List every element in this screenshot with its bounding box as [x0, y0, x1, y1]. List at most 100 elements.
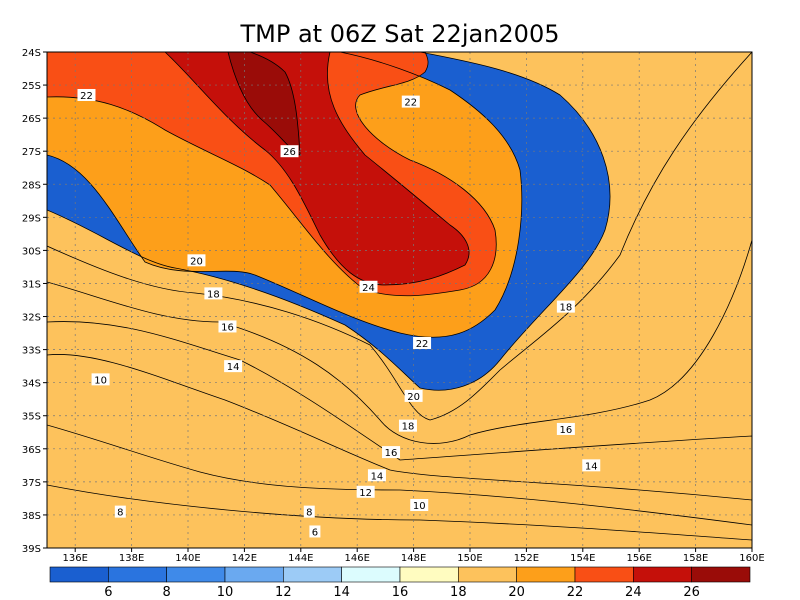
colorbar: 6 8 10 12 14 16 18 20 22 24 26: [49, 566, 751, 600]
colorbar-tick-label: 14: [333, 585, 350, 600]
colorbar-tick-label: 16: [392, 585, 409, 600]
band-18-20: [47, 52, 752, 548]
contour-label-bg: [404, 389, 423, 402]
contour-label-bg: [359, 280, 378, 293]
x-tick-label: 160E: [739, 553, 764, 564]
contour-label: 26: [283, 147, 296, 158]
colorbar-swatch: [574, 566, 634, 583]
colorbar-swatch: [399, 566, 459, 583]
y-tick-label: 26S: [22, 114, 41, 125]
x-tick-label: 146E: [344, 553, 369, 564]
contour-label-bg: [218, 320, 237, 333]
x-tick-label: 148E: [401, 553, 426, 564]
lat-lon-grid: [47, 52, 752, 548]
contour-label-bg: [582, 459, 601, 472]
contour-label-bg: [401, 95, 420, 108]
x-tick-label: 144E: [288, 553, 313, 564]
contour-label: 22: [404, 98, 417, 109]
chart-title: TMP at 06Z Sat 22jan2005: [239, 20, 559, 48]
contour-label: 10: [94, 375, 107, 386]
plot-frame: [46, 51, 753, 549]
y-tick-label: 38S: [22, 511, 41, 522]
contour-line: [47, 484, 752, 548]
contour-labels: 22 22 26 20 18 24 16 18 22 14 10 20 18 16 16 14 14 12 10 8 8…: [77, 88, 601, 538]
contour-label-bg: [303, 505, 315, 518]
x-tick-label: 140E: [175, 553, 200, 564]
colorbar-tick-label: 8: [163, 585, 171, 600]
band-24-26: [165, 52, 470, 285]
contour-label: 16: [560, 425, 573, 436]
y-tick-label: 24S: [22, 48, 41, 59]
colorbar-swatch: [224, 566, 284, 583]
contour-label: 18: [402, 422, 415, 433]
contour-label-bg: [187, 254, 206, 267]
x-tick-label: 150E: [457, 553, 482, 564]
contour-label: 14: [227, 362, 240, 373]
contour-label-bg: [309, 525, 321, 538]
contour-label-bg: [91, 373, 110, 386]
temperature-field: [47, 52, 752, 548]
y-tick-label: 33S: [22, 346, 41, 357]
contour-label-bg: [204, 287, 223, 300]
contour-line: [164, 52, 470, 286]
colorbar-swatch: [283, 566, 342, 583]
contour-line: [47, 354, 752, 548]
y-tick-label: 27S: [22, 147, 41, 158]
colorbar-tick-label: 24: [625, 585, 642, 600]
contour-label: 14: [585, 461, 598, 472]
contour-label-bg: [556, 300, 575, 313]
contour-label: 10: [413, 501, 426, 512]
y-tick-label: 36S: [22, 445, 41, 456]
x-tick-label: 136E: [62, 553, 87, 564]
band-above-26: [228, 52, 300, 155]
contour-label: 16: [221, 322, 234, 333]
colorbar-tick-label: 20: [508, 585, 525, 600]
contour-label-bg: [413, 336, 432, 349]
contour-label-bg: [410, 499, 429, 512]
contour-label-bg: [77, 88, 96, 101]
x-tick-label: 156E: [626, 553, 651, 564]
colorbar-tick-label: 10: [217, 585, 234, 600]
contour-label-bg: [556, 422, 575, 435]
contour-line: [47, 52, 523, 338]
x-tick-label: 158E: [683, 553, 708, 564]
x-axis-ticks: 136E 138E 140E 142E 144E 146E 148E 150E 152E 154E…: [62, 548, 765, 564]
y-tick-label: 25S: [22, 81, 41, 92]
contour-label: 20: [190, 256, 203, 267]
y-tick-label: 29S: [22, 213, 41, 224]
colorbar-swatch: [49, 566, 109, 583]
contour-label-bg: [367, 469, 386, 482]
colorbar-tick-label: 26: [683, 585, 700, 600]
colorbar-swatch: [108, 566, 167, 583]
y-tick-label: 37S: [22, 478, 41, 489]
colorbar-swatch: [341, 566, 401, 583]
contour-line: [47, 321, 752, 548]
contour-label: 6: [312, 527, 318, 538]
contour-label: 12: [359, 488, 372, 499]
contour-label: 24: [362, 283, 375, 294]
x-tick-label: 154E: [570, 553, 595, 564]
contour-label: 14: [371, 471, 384, 482]
contour-label: 22: [416, 339, 429, 350]
contour-label-bg: [398, 419, 417, 432]
contour-line: [47, 52, 752, 548]
colorbar-tick-label: 6: [104, 585, 112, 600]
contour-label-bg: [382, 446, 401, 459]
y-tick-label: 30S: [22, 246, 41, 257]
contour-line: [227, 52, 301, 156]
y-axis-ticks: 24S 25S 26S 27S 28S 29S 30S 31S 32S 33S 34S 35S 36S 3…: [22, 48, 47, 555]
colorbar-tick-label: 18: [450, 585, 467, 600]
contour-label-bg: [114, 505, 126, 518]
y-tick-label: 39S: [22, 544, 41, 555]
y-tick-label: 28S: [22, 180, 41, 191]
y-tick-label: 35S: [22, 412, 41, 423]
contour-line: [47, 52, 497, 297]
contour-line: [47, 239, 752, 548]
colorbar-swatch: [166, 566, 226, 583]
colorbar-swatch: [691, 566, 751, 583]
contour-label-bg: [356, 485, 375, 498]
contour-label-bg: [224, 360, 243, 373]
x-tick-label: 142E: [232, 553, 257, 564]
contour-label: 22: [80, 91, 93, 102]
